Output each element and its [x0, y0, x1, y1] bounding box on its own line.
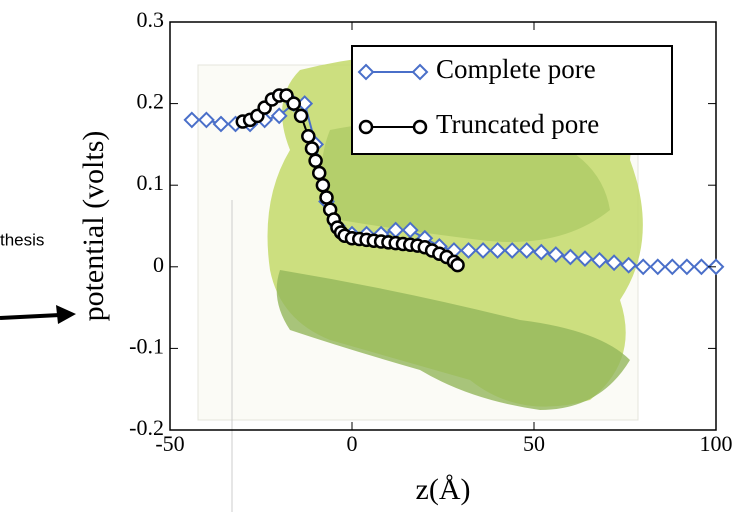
diamond-marker — [270, 107, 288, 125]
diamond-marker — [576, 250, 594, 268]
diamond-marker — [212, 115, 230, 133]
side-text: thesis — [0, 230, 44, 249]
circle-marker — [308, 153, 323, 168]
y-tick-label: -0.2 — [129, 415, 164, 440]
circle-marker — [358, 119, 374, 135]
diamond-marker — [693, 258, 710, 276]
diamond-marker — [503, 242, 521, 259]
circle-marker — [286, 96, 302, 111]
y-tick-label: 0.2 — [137, 89, 165, 114]
diamond-marker — [183, 111, 201, 129]
circle-marker — [304, 141, 320, 156]
diamond-marker — [474, 242, 492, 259]
arrow — [0, 305, 76, 324]
y-axis-label: potential (volts) — [77, 131, 110, 322]
diamond-marker — [401, 221, 419, 239]
circle-marker — [293, 108, 309, 124]
x-tick-label: 50 — [523, 431, 545, 456]
legend-box — [351, 45, 673, 155]
y-tick-label: 0 — [153, 252, 164, 277]
diamond-marker — [620, 256, 638, 274]
diamond-marker — [678, 258, 696, 276]
legend-label: Truncated pore — [436, 109, 599, 139]
diamond-marker — [561, 248, 579, 266]
legend-label: Complete pore — [436, 54, 596, 84]
y-tick-label: 0.1 — [137, 170, 165, 195]
x-tick-label: -50 — [155, 431, 184, 456]
y-tick-label: -0.1 — [129, 333, 164, 358]
plot-frame — [169, 21, 717, 431]
circle-marker — [315, 177, 331, 193]
diamond-marker — [663, 258, 681, 276]
diamond-marker — [411, 63, 429, 81]
diamond-marker — [591, 251, 608, 269]
x-axis-label: z(Å) — [416, 473, 471, 506]
y-tick-label: 0.3 — [137, 7, 165, 32]
x-tick-label: 100 — [700, 431, 733, 456]
diamond-marker — [547, 246, 565, 263]
diamond-marker — [634, 258, 652, 276]
diamond-marker — [518, 242, 536, 259]
circle-marker — [450, 257, 465, 273]
diamond-marker — [532, 243, 550, 261]
diamond-marker — [197, 111, 215, 129]
diamond-marker — [357, 63, 375, 81]
circle-marker — [319, 190, 334, 205]
circle-marker — [412, 119, 428, 135]
diamond-marker — [489, 242, 507, 259]
circle-marker — [301, 128, 316, 144]
x-tick-label: 0 — [347, 431, 358, 456]
diamond-marker — [605, 254, 623, 272]
diamond-marker — [649, 258, 667, 276]
circle-marker — [311, 165, 327, 181]
diamond-marker — [460, 242, 477, 259]
